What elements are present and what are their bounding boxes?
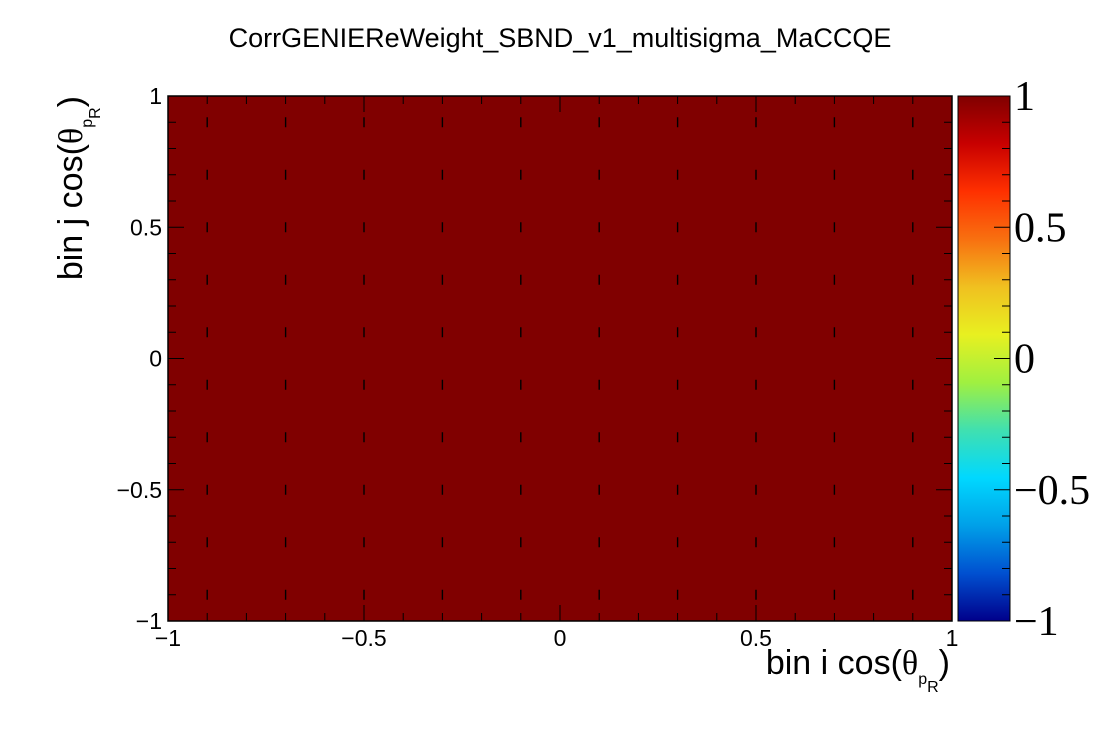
heatmap-cell (168, 96, 952, 621)
y-axis-title-prefix: bin j cos( (52, 143, 90, 280)
y-axis-title: bin j cos(θpR) (52, 96, 104, 280)
colorbar-tick-label: 0.5 (1014, 205, 1067, 251)
axis-ticks (167, 95, 953, 622)
x-axis-title-suffix: ) (939, 644, 950, 682)
colorbar-tick-label: 1 (1014, 74, 1035, 120)
colorbar-ticks: 1 0.5 0 −0.5 −1 (994, 74, 1090, 645)
y-axis-title-theta: θ (53, 128, 90, 144)
colorbar-tick-label: −0.5 (1014, 468, 1090, 514)
y-tick-label: 1 (149, 83, 162, 109)
y-tick-label: −0.5 (117, 477, 162, 503)
y-tick-label: 0.5 (130, 214, 162, 240)
x-tick-label: 0.5 (740, 625, 772, 651)
x-tick-label: 1 (946, 625, 959, 651)
y-axis-title-suffix: ) (52, 96, 90, 107)
y-tick-labels: −1 −0.5 0 0.5 1 (117, 83, 162, 634)
colorbar-tick-label: −1 (1014, 599, 1059, 645)
x-tick-label: 0 (554, 625, 567, 651)
x-tick-label: −0.5 (341, 625, 386, 651)
x-axis-title-sub-p: p (918, 671, 927, 688)
x-axis-title-sub-r: R (927, 679, 939, 696)
y-axis-title-sub-r: R (87, 107, 104, 119)
x-tick-label: −1 (155, 625, 181, 651)
colorbar-tick-label: 0 (1014, 337, 1035, 383)
x-tick-labels: −1 −0.5 0 0.5 1 (155, 625, 959, 651)
y-tick-label: −1 (136, 608, 162, 634)
y-tick-label: 0 (149, 346, 162, 372)
chart-title: CorrGENIEReWeight_SBND_v1_multisigma_MaC… (229, 23, 892, 53)
x-axis-title-prefix: bin i cos( (766, 644, 903, 682)
x-axis-title-theta: θ (902, 645, 918, 682)
y-axis-title-sub-p: p (79, 119, 96, 128)
x-axis-title: bin i cos(θpR) (766, 644, 950, 696)
